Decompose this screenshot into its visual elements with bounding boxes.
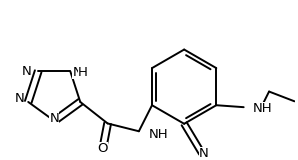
Text: N: N [49,112,59,125]
Text: H: H [78,67,88,80]
Text: N: N [21,65,31,78]
Text: O: O [97,142,108,155]
Text: N: N [199,147,209,160]
Text: NH: NH [149,128,168,141]
Text: N: N [72,67,82,80]
Text: N: N [15,92,24,105]
Text: NH: NH [252,102,272,115]
